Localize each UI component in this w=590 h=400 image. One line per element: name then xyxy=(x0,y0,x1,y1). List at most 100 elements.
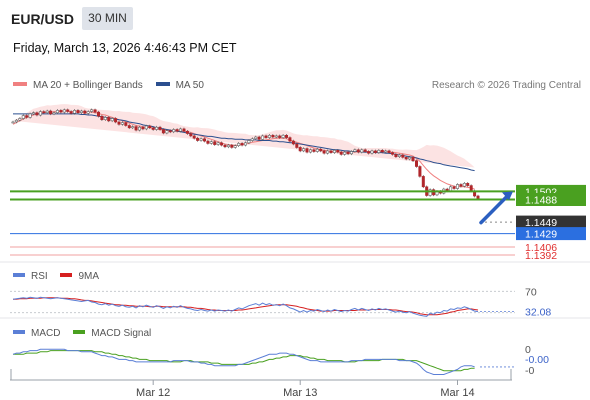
candle-body xyxy=(97,111,101,117)
candle-body xyxy=(449,186,453,192)
projection-arrow-head xyxy=(502,191,513,201)
timestamp: Friday, March 13, 2026 4:46:43 PM CET xyxy=(13,41,237,55)
macd-tick-neg: -0 xyxy=(525,365,534,377)
candle-body xyxy=(370,150,374,154)
candle-body xyxy=(244,142,248,146)
candle-body xyxy=(38,111,42,116)
symbol-title: EUR/USD xyxy=(11,11,75,27)
candle-body xyxy=(469,185,473,192)
candle-body xyxy=(62,109,66,113)
rsi-ma-line xyxy=(13,297,479,316)
candle-body xyxy=(264,135,268,138)
candle-body xyxy=(117,121,121,125)
candle-body xyxy=(363,149,367,152)
candle-body xyxy=(31,112,35,115)
candle-body xyxy=(226,144,230,148)
candle-body xyxy=(281,135,285,138)
candle-body xyxy=(332,150,336,153)
candle-body xyxy=(69,111,73,114)
candle-body xyxy=(411,157,415,162)
legend-item-ma20: MA 20 + Bollinger Bands xyxy=(13,80,143,91)
candle-body xyxy=(148,125,152,129)
candle-body xyxy=(165,130,169,134)
candle-body xyxy=(319,148,323,152)
legend-label-ma50: MA 50 xyxy=(175,80,204,91)
macd-legend: MACD MACD Signal xyxy=(13,328,151,339)
candle-body xyxy=(404,157,408,160)
candle-body xyxy=(384,150,388,153)
macd-signal-line xyxy=(13,350,475,372)
candle-body xyxy=(315,148,319,152)
candle-body xyxy=(377,150,381,153)
candle-body xyxy=(312,149,316,152)
candle-body xyxy=(428,189,432,196)
candle-body xyxy=(298,147,302,152)
level-badge-1.1488 xyxy=(516,193,586,206)
candle-body xyxy=(247,140,251,144)
ma20-line xyxy=(12,110,475,190)
candle-body xyxy=(401,154,405,158)
candle-body xyxy=(28,113,32,118)
legend-swatch-rsi-ma xyxy=(60,273,73,278)
candle-body xyxy=(216,142,220,145)
candle-body xyxy=(155,126,159,130)
candle-body xyxy=(103,117,107,121)
x-tick-label-1: Mar 13 xyxy=(283,387,317,399)
legend-label-macd: MACD xyxy=(31,328,61,339)
candle-body xyxy=(284,135,288,138)
candle-body xyxy=(59,110,63,113)
candle-body xyxy=(161,129,165,134)
macd-line xyxy=(12,348,475,375)
candle-body xyxy=(336,150,340,153)
candle-body xyxy=(462,183,466,187)
x-tick-label-0: Mar 12 xyxy=(136,387,170,399)
candle-body xyxy=(353,149,357,152)
candle-body xyxy=(45,110,49,114)
legend-swatch-macd-signal xyxy=(73,330,86,335)
level-badge-1.1449 xyxy=(516,215,586,229)
candle-body xyxy=(250,138,254,141)
candle-body xyxy=(418,166,422,177)
candle-body xyxy=(86,111,90,114)
candle-body xyxy=(373,150,377,153)
candle-body xyxy=(421,176,425,188)
candle-body xyxy=(18,118,22,121)
candle-body xyxy=(79,110,83,114)
candle-body xyxy=(124,122,128,126)
candle-body xyxy=(11,121,15,124)
candle-body xyxy=(302,148,306,152)
legend-swatch-rsi xyxy=(13,273,25,278)
candle-body xyxy=(209,141,213,144)
candle-body xyxy=(189,133,193,137)
candle-body xyxy=(223,144,227,148)
candle-body xyxy=(83,110,87,114)
legend-swatch-ma20 xyxy=(13,82,27,87)
candle-body xyxy=(213,141,217,145)
legend-item-macd-signal: MACD Signal xyxy=(73,328,151,339)
candle-body xyxy=(196,137,200,141)
candle-body xyxy=(131,126,135,129)
candle-body xyxy=(158,126,162,130)
level-label-1.1449: 1.1449 xyxy=(525,217,557,229)
legend-swatch-ma50 xyxy=(155,82,170,87)
timeframe-button[interactable]: 30 MIN xyxy=(82,7,133,30)
candle-body xyxy=(274,135,278,138)
candle-body xyxy=(206,140,210,144)
candle-body xyxy=(329,150,333,153)
candle-body xyxy=(42,111,46,114)
candle-body xyxy=(141,126,145,130)
candle-body xyxy=(466,183,470,186)
candle-body xyxy=(240,143,244,146)
rsi-line xyxy=(12,296,479,317)
x-tick-label-2: Mar 14 xyxy=(440,387,474,399)
candle-body xyxy=(172,129,176,133)
candle-body xyxy=(267,135,271,138)
candle-body xyxy=(199,138,203,141)
rsi-tick-70: 70 xyxy=(525,286,537,298)
candle-body xyxy=(387,150,391,153)
candle-body xyxy=(220,142,224,146)
candle-body xyxy=(295,143,299,148)
candle-body xyxy=(257,136,261,140)
candle-body xyxy=(185,130,189,134)
